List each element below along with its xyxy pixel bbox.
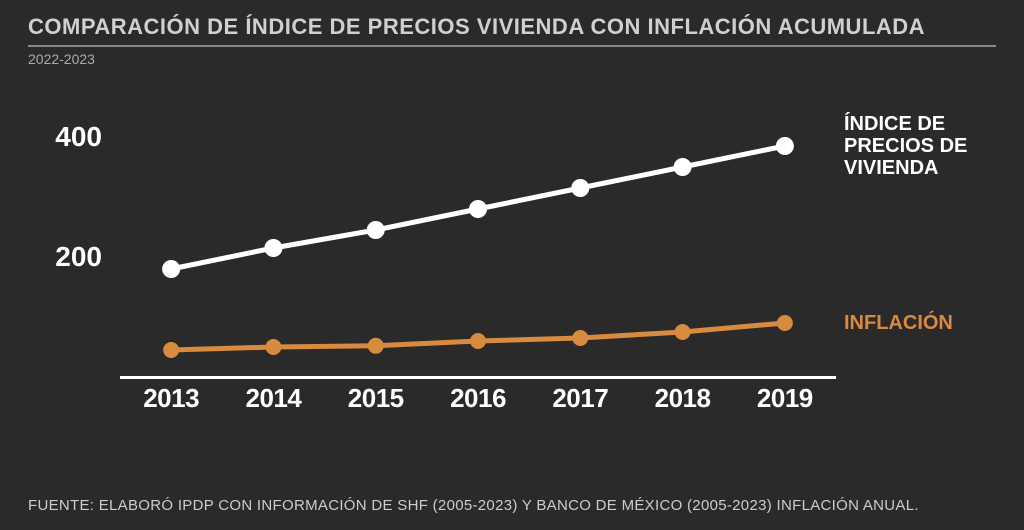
chart-area: 200 400 ÍNDICE DE PRECIOS DE VIVIENDA INFL…	[28, 77, 996, 417]
x-tick-label: 2018	[631, 377, 733, 417]
series-marker	[675, 324, 691, 340]
plot-area	[120, 77, 836, 377]
series-marker	[571, 179, 589, 197]
x-tick-label: 2017	[529, 377, 631, 417]
y-axis-labels: 200 400	[28, 77, 120, 377]
series-marker	[776, 137, 794, 155]
chart-title: COMPARACIÓN DE ÍNDICE DE PRECIOS VIVIEND…	[28, 14, 996, 39]
series-marker	[162, 260, 180, 278]
x-tick-label: 2014	[222, 377, 324, 417]
series-marker	[265, 339, 281, 355]
series-marker	[367, 221, 385, 239]
x-tick-label: 2016	[427, 377, 529, 417]
x-tick-label: 2013	[120, 377, 222, 417]
x-tick-label: 2015	[325, 377, 427, 417]
series-marker	[674, 158, 692, 176]
series-marker	[572, 330, 588, 346]
series-marker	[163, 342, 179, 358]
series-marker	[470, 333, 486, 349]
series-marker	[264, 239, 282, 257]
legend-item: INFLACIÓN	[844, 312, 988, 334]
x-tick-label: 2019	[734, 377, 836, 417]
series-marker	[777, 315, 793, 331]
y-tick-label: 400	[55, 121, 102, 153]
x-axis-labels: 2013201420152016201720182019	[120, 377, 836, 417]
plot-svg	[120, 77, 836, 377]
series-marker	[368, 338, 384, 354]
source-footer: FUENTE: ELABORÓ IPDP CON INFORMACIÓN DE …	[28, 497, 996, 516]
chart-subtitle: 2022-2023	[28, 51, 996, 67]
legend: ÍNDICE DE PRECIOS DE VIVIENDA INFLACIÓN	[836, 77, 996, 377]
series-marker	[469, 200, 487, 218]
chart-container: COMPARACIÓN DE ÍNDICE DE PRECIOS VIVIEND…	[0, 0, 1024, 530]
title-underline	[28, 45, 996, 47]
legend-item: ÍNDICE DE PRECIOS DE VIVIENDA	[844, 113, 988, 179]
y-tick-label: 200	[55, 241, 102, 273]
